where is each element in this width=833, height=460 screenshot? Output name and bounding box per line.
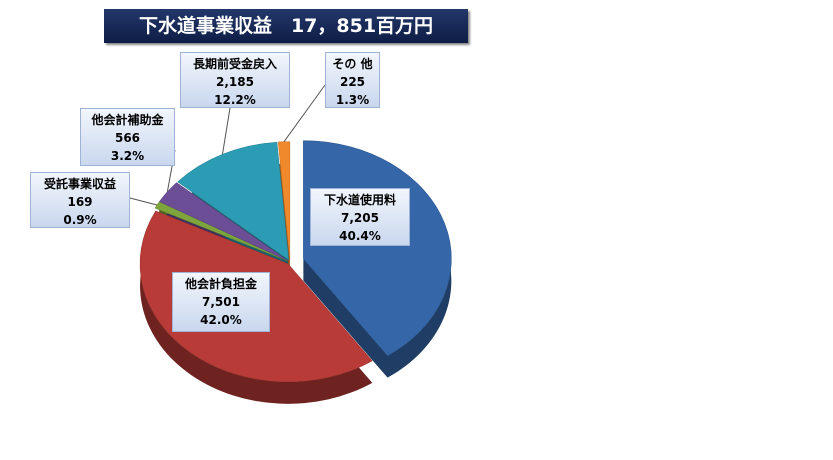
data-label: その 他 225 1.3%	[325, 52, 380, 108]
data-label: 下水道使用料 7,205 40.4%	[310, 188, 410, 246]
label-name: 長期前受金戻入	[192, 57, 277, 71]
label-value: 566	[114, 131, 141, 145]
data-label: 他会計負担金 7,501 42.0%	[172, 272, 270, 332]
label-percent: 42.0%	[200, 313, 242, 327]
label-value: 7,501	[202, 295, 240, 309]
leader-line	[221, 107, 231, 155]
pie-slice	[277, 141, 291, 260]
label-percent: 3.2%	[110, 149, 145, 163]
chart-title: 下水道事業収益 17，851百万円	[104, 9, 468, 43]
leader-line	[283, 84, 326, 142]
data-label: 他会計補助金 566 3.2%	[80, 108, 175, 166]
data-label: 長期前受金戻入 2,185 12.2%	[180, 52, 290, 108]
pie-slice	[154, 201, 288, 262]
pie-slice	[158, 182, 288, 261]
label-percent: 1.3%	[335, 93, 370, 107]
label-value: 169	[67, 195, 93, 209]
label-name: 受託事業収益	[43, 177, 116, 191]
data-label: 受託事業収益 169 0.9%	[30, 172, 130, 228]
label-name: 他会計負担金	[184, 277, 257, 291]
label-percent: 12.2%	[214, 93, 256, 107]
label-name: 他会計補助金	[91, 113, 164, 127]
leader-line	[129, 197, 158, 206]
label-name: 下水道使用料	[323, 193, 396, 207]
label-value: 225	[339, 75, 366, 89]
label-name: その 他	[332, 57, 373, 71]
label-value: 7,205	[341, 211, 379, 225]
label-percent: 40.4%	[339, 229, 381, 243]
label-percent: 0.9%	[63, 213, 97, 227]
label-value: 2,185	[216, 75, 254, 89]
